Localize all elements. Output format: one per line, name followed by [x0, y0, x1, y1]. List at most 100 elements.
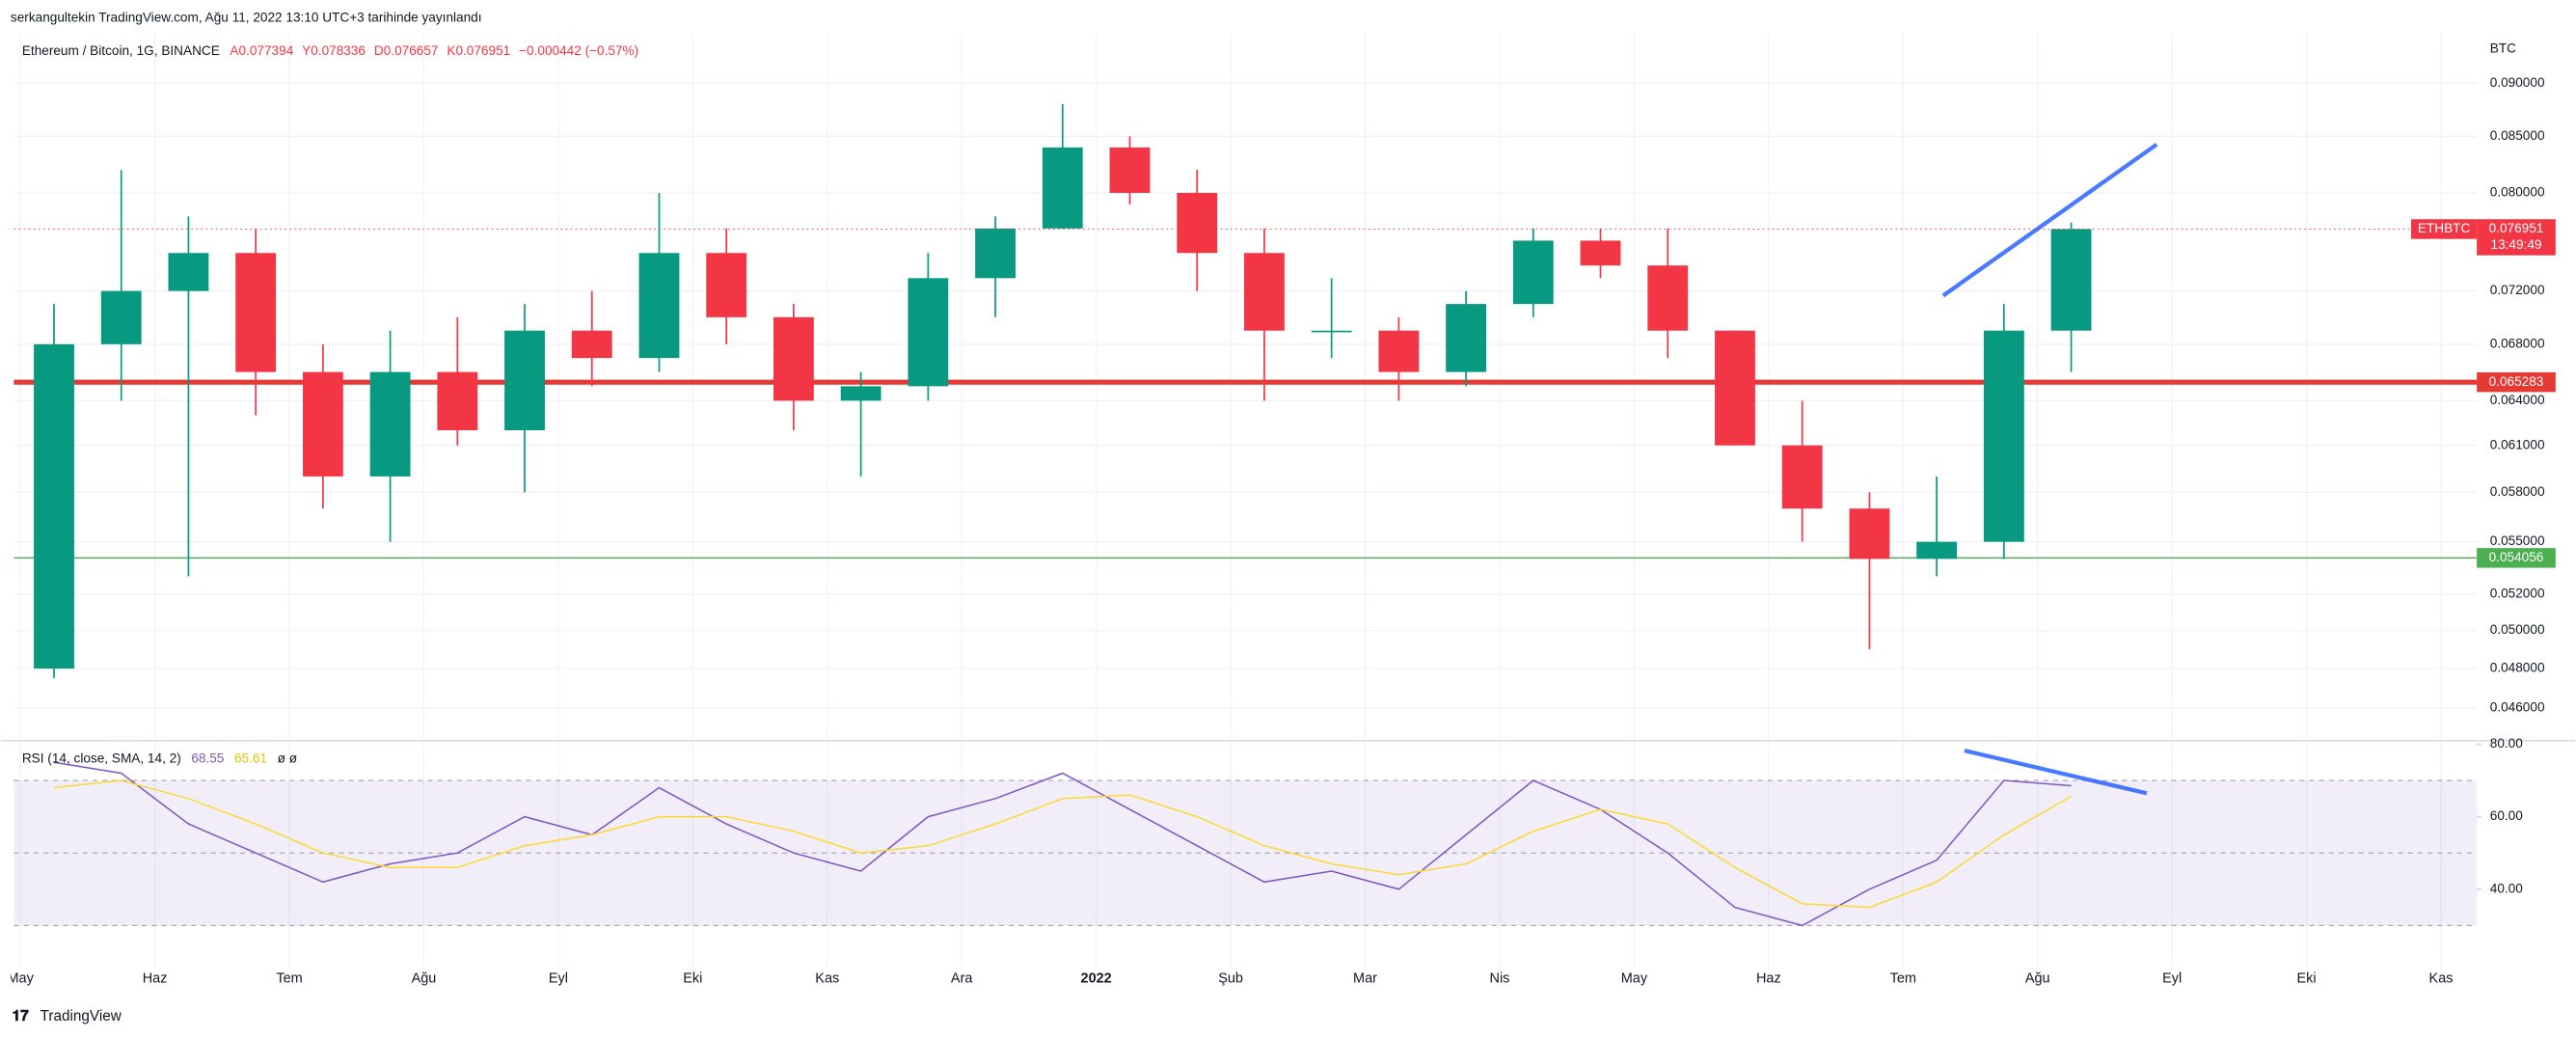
currency: BTC	[2490, 41, 2516, 56]
x-tick-label: May	[7, 971, 34, 987]
candle-body	[302, 371, 343, 477]
candle-body	[369, 371, 411, 477]
rsi-title: RSI (14, close, SMA, 14, 2)	[22, 751, 181, 765]
countdown-label: 13:49:49	[2491, 237, 2542, 252]
y-tick-label: 0.064000	[2490, 393, 2545, 407]
x-tick-label: Ağu	[412, 971, 437, 987]
candle-body	[975, 228, 1016, 279]
ticker-tag	[2411, 219, 2478, 239]
rsi-tick-label: 60.00	[2490, 808, 2523, 823]
candle-body	[840, 386, 881, 401]
symbol-legend: Ethereum / Bitcoin, 1G, BINANCE A0.07739…	[22, 42, 638, 57]
left-clip	[0, 960, 11, 991]
candle-body	[1849, 508, 1890, 560]
candle-body	[1512, 240, 1554, 305]
candle-body	[2050, 229, 2092, 331]
ohlc-high: Y0.078336	[302, 42, 366, 57]
rsi-tick-label: 80.00	[2490, 736, 2523, 751]
candle-body	[1109, 147, 1151, 193]
candle-body	[571, 330, 612, 359]
rsi-tick-label: 40.00	[2490, 881, 2523, 895]
level-tag	[2477, 548, 2556, 568]
candle-body	[1715, 330, 1755, 446]
logo-mark: 𝟏𝟕	[13, 1008, 30, 1024]
rsi-line	[53, 761, 2072, 927]
x-tick-label: Şub	[1218, 971, 1243, 987]
y-tick-label: 0.046000	[2490, 700, 2545, 715]
ohlc-change: −0.000442 (−0.57%)	[519, 42, 638, 57]
ohlc-close: K0.076951	[447, 42, 510, 57]
candle-body	[1311, 330, 1352, 333]
ohlc-low: D0.076657	[374, 42, 439, 57]
candle-body	[706, 253, 747, 317]
y-tick-label: 0.058000	[2490, 484, 2545, 499]
x-tick-label: Eyl	[2162, 971, 2182, 987]
y-tick-label: 0.080000	[2490, 185, 2545, 200]
y-tick-label: 0.090000	[2490, 75, 2545, 90]
x-tick-label: Ara	[951, 971, 973, 987]
y-tick-label: 0.072000	[2490, 283, 2545, 297]
price-tag	[2477, 219, 2556, 256]
footer-logo: 𝟏𝟕	[13, 1008, 30, 1024]
trend-line	[1941, 143, 2158, 298]
x-tick-label: Tem	[276, 971, 302, 987]
level-tag-label: 0.065283	[2489, 374, 2544, 389]
plot: May Haz Tem Ağu Eyl Eki Kas Ara 2022 Şub Mar Nis May…	[0, 33, 2576, 991]
footer-brand: TradingView	[41, 1008, 122, 1024]
candle-body	[1983, 330, 2024, 542]
rsi-legend: RSI (14, close, SMA, 14, 2) 68.55 65.61 …	[22, 751, 297, 765]
candle-body	[504, 330, 545, 430]
candle-body	[34, 343, 74, 669]
candle-body	[908, 278, 949, 387]
x-tick-label: Kas	[2429, 971, 2454, 987]
ticker-label: ETHBTC	[2418, 221, 2471, 235]
candle-body	[168, 253, 209, 291]
x-tick-label: Eki	[683, 971, 702, 987]
candle-body	[1446, 304, 1487, 372]
y-tick-label: 0.068000	[2490, 336, 2545, 350]
y-tick-label: 0.085000	[2490, 128, 2545, 143]
x-tick-label: Ağu	[2025, 971, 2050, 987]
symbol: Ethereum / Bitcoin, 1G, BINANCE	[22, 42, 220, 57]
x-tick-label: Haz	[143, 971, 168, 987]
x-tick-label: Eki	[2297, 971, 2317, 987]
candle-body	[1244, 253, 1285, 331]
candle-body	[1177, 192, 1218, 254]
x-tick-label: Mar	[1353, 971, 1377, 987]
candle-body	[235, 253, 277, 372]
y-tick-label: 0.055000	[2490, 533, 2545, 548]
candle-body	[100, 290, 142, 344]
candle-body	[1580, 240, 1621, 266]
y-tick-label: 0.052000	[2490, 586, 2545, 600]
price-tag-label: 0.076951	[2489, 221, 2544, 235]
x-tick-label: Nis	[1490, 971, 1510, 987]
level-tag-label: 0.054056	[2489, 550, 2544, 564]
candle-body	[437, 371, 478, 430]
y-tick-label: 0.048000	[2490, 661, 2545, 675]
candle-body	[773, 316, 814, 401]
candle-body	[638, 253, 680, 359]
rsi-line	[53, 779, 2072, 909]
ohlc-open: A0.077394	[230, 42, 293, 57]
level-tag	[2477, 371, 2556, 393]
x-tick-label: 2022	[1081, 971, 1112, 987]
trend-line	[1964, 748, 2148, 796]
candle-body	[1378, 330, 1420, 372]
candle-body	[1916, 541, 1958, 560]
candle-body	[1781, 445, 1823, 509]
x-tick-label: Eyl	[549, 971, 568, 987]
x-tick-label: Tem	[1890, 971, 1916, 987]
y-tick-label: 0.061000	[2490, 437, 2545, 451]
candle-body	[1647, 265, 1689, 331]
published-note: serkangultekin TradingView.com, Ağu 11, …	[11, 10, 482, 24]
candle-body	[1042, 147, 1083, 229]
x-tick-label: Haz	[1756, 971, 1781, 987]
x-tick-label: May	[1621, 971, 1648, 987]
sma-value: 65.61	[234, 751, 267, 765]
rsi-extra: ø ø	[278, 751, 297, 765]
x-tick-label: Kas	[815, 971, 839, 987]
rsi-value: 68.55	[191, 751, 224, 765]
y-tick-label: 0.050000	[2490, 622, 2545, 637]
